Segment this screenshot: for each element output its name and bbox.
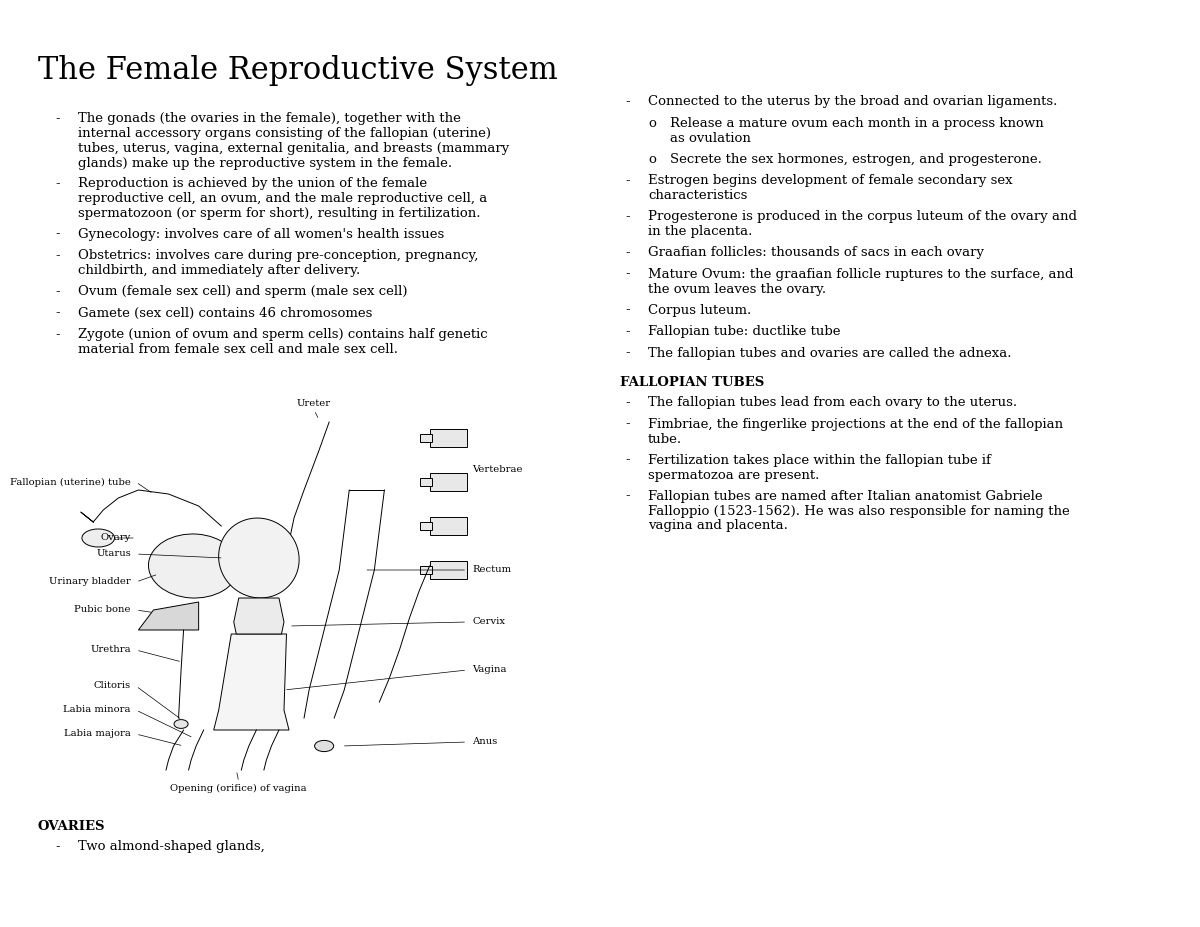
Text: OVARIES: OVARIES [38,820,106,833]
Text: -: - [55,112,60,125]
Bar [420,478,432,486]
Text: -: - [625,174,630,187]
Text: Gynecology: involves care of all women's health issues: Gynecology: involves care of all women's… [78,227,444,240]
Bar [420,522,432,530]
Text: Fertilization takes place within the fallopian tube if
spermatozoa are present.: Fertilization takes place within the fal… [648,453,991,481]
Ellipse shape [174,719,188,729]
Text: -: - [625,396,630,409]
Text: Obstetrics: involves care during pre-conception, pregnancy,
childbirth, and imme: Obstetrics: involves care during pre-con… [78,249,479,277]
Text: Ovary: Ovary [101,534,131,542]
Text: Rectum: Rectum [473,565,511,575]
Text: -: - [625,417,630,430]
Text: Ovum (female sex cell) and sperm (male sex cell): Ovum (female sex cell) and sperm (male s… [78,285,408,298]
Text: -: - [625,303,630,316]
Text: -: - [55,285,60,298]
Text: Vagina: Vagina [473,666,506,675]
Text: Anus: Anus [473,738,498,746]
Text: The fallopian tubes and ovaries are called the adnexa.: The fallopian tubes and ovaries are call… [648,347,1012,360]
Text: Urethra: Urethra [90,645,131,654]
Text: Fimbriae, the fingerlike projections at the end of the fallopian
tube.: Fimbriae, the fingerlike projections at … [648,417,1063,446]
Text: Reproduction is achieved by the union of the female
reproductive cell, an ovum, : Reproduction is achieved by the union of… [78,177,487,220]
Polygon shape [138,602,199,630]
Text: Opening (orifice) of vagina: Opening (orifice) of vagina [170,784,307,794]
Text: o: o [648,153,656,166]
Text: The gonads (the ovaries in the female), together with the
internal accessory org: The gonads (the ovaries in the female), … [78,112,509,170]
Ellipse shape [314,741,334,752]
Text: -: - [55,249,60,262]
Text: Two almond-shaped glands,: Two almond-shaped glands, [78,840,265,853]
Text: Connected to the uterus by the broad and ovarian ligaments.: Connected to the uterus by the broad and… [648,95,1057,108]
Text: -: - [625,268,630,281]
Text: Estrogen begins development of female secondary sex
characteristics: Estrogen begins development of female se… [648,174,1013,202]
Text: Cervix: Cervix [473,617,505,627]
Polygon shape [234,598,284,634]
Text: -: - [55,227,60,240]
Text: Corpus luteum.: Corpus luteum. [648,303,751,316]
Text: -: - [55,177,60,190]
Ellipse shape [82,529,114,547]
Text: -: - [625,95,630,108]
Text: Pubic bone: Pubic bone [74,605,131,615]
Text: -: - [55,840,60,853]
Text: Progesterone is produced in the corpus luteum of the ovary and
in the placenta.: Progesterone is produced in the corpus l… [648,210,1078,238]
Text: Ureter: Ureter [298,399,331,408]
Text: -: - [625,325,630,338]
Bar [430,561,467,578]
Bar [430,517,467,535]
Text: The fallopian tubes lead from each ovary to the uterus.: The fallopian tubes lead from each ovary… [648,396,1018,409]
Text: Graafian follicles: thousands of sacs in each ovary: Graafian follicles: thousands of sacs in… [648,246,984,259]
Text: Fallopian tubes are named after Italian anatomist Gabriele
Falloppio (1523-1562): Fallopian tubes are named after Italian … [648,489,1069,532]
Bar [430,473,467,490]
Text: Fallopian tube: ductlike tube: Fallopian tube: ductlike tube [648,325,840,338]
Text: o: o [648,117,656,130]
Bar [430,429,467,447]
Text: -: - [625,246,630,259]
Text: Secrete the sex hormones, estrogen, and progesterone.: Secrete the sex hormones, estrogen, and … [670,153,1042,166]
Text: Utarus: Utarus [96,550,131,558]
Text: Urinary bladder: Urinary bladder [49,578,131,587]
Bar [420,566,432,574]
Bar [420,434,432,442]
Text: Mature Ovum: the graafian follicle ruptures to the surface, and
the ovum leaves : Mature Ovum: the graafian follicle ruptu… [648,268,1074,296]
Text: Fallopian (uterine) tube: Fallopian (uterine) tube [10,477,131,487]
Text: -: - [625,347,630,360]
Text: Labia minora: Labia minora [64,705,131,715]
Text: Gamete (sex cell) contains 46 chromosomes: Gamete (sex cell) contains 46 chromosome… [78,307,372,320]
Polygon shape [214,634,289,730]
Ellipse shape [149,534,239,598]
Text: -: - [55,307,60,320]
Text: -: - [55,328,60,341]
Text: Clitoris: Clitoris [94,681,131,691]
Ellipse shape [218,518,299,598]
Text: Release a mature ovum each month in a process known
as ovulation: Release a mature ovum each month in a pr… [670,117,1044,145]
Text: FALLOPIAN TUBES: FALLOPIAN TUBES [620,376,764,389]
Text: -: - [625,489,630,502]
Text: -: - [625,453,630,466]
Text: Zygote (union of ovum and sperm cells) contains half genetic
material from femal: Zygote (union of ovum and sperm cells) c… [78,328,487,356]
Text: The Female Reproductive System: The Female Reproductive System [38,55,558,86]
Text: -: - [625,210,630,223]
Text: Labia majora: Labia majora [64,730,131,739]
Text: Vertebrae: Vertebrae [473,465,523,475]
